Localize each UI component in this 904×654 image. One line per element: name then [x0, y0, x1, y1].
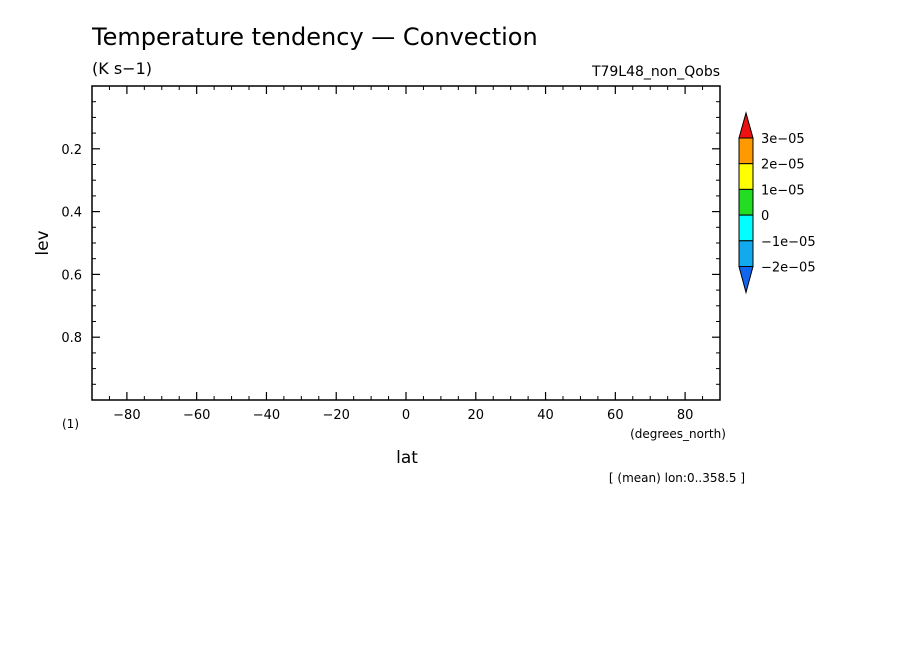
chart-title: Temperature tendency — Convection: [91, 23, 538, 51]
colorbar-box: [738, 240, 754, 268]
y-axis-units: (1): [62, 417, 79, 431]
x-tick-label: −20: [323, 408, 350, 423]
y-tick-label: 0.6: [61, 268, 82, 283]
y-axis-ticks: 0.2 0.4 0.6 0.8: [61, 143, 720, 346]
colorbar-triangle-top: [738, 111, 754, 139]
colorbar-label: 1e−05: [761, 183, 805, 198]
colorbar-label: −1e−05: [761, 235, 816, 250]
x-tick-label: 20: [468, 408, 485, 423]
colorbar-triangle-bottom: [738, 266, 754, 295]
y-tick-label: 0.4: [61, 206, 82, 221]
x-tick-label: 0: [402, 408, 410, 423]
x-tick-label: 80: [677, 408, 694, 423]
colorbar-box: [738, 137, 754, 165]
colorbar: 3e−05 2e−05 1e−05 0 −1e−05 −2e−05: [738, 111, 816, 295]
colorbar-box: [738, 214, 754, 242]
colorbar-label: −2e−05: [761, 261, 816, 276]
plot-area: [91, 85, 721, 401]
x-tick-label: 40: [537, 408, 554, 423]
chart-units: (K s−1): [92, 59, 152, 78]
x-axis-ticks: −80 −60 −40 −20 0 20 40 60 80: [113, 86, 693, 423]
x-tick-label: 60: [607, 408, 624, 423]
y-tick-label: 0.8: [61, 331, 82, 346]
x-tick-label: −60: [183, 408, 210, 423]
colorbar-box: [738, 188, 754, 216]
experiment-label: T79L48_non_Qobs: [591, 64, 720, 80]
y-axis-label: lev: [33, 230, 53, 255]
colorbar-label: 2e−05: [761, 158, 805, 173]
x-axis-label: lat: [396, 448, 418, 468]
x-axis-units: (degrees_north): [630, 427, 726, 441]
minor-ticks: [92, 86, 720, 400]
colorbar-label: 0: [761, 209, 769, 224]
footnote: [ (mean) lon:0..358.5 ]: [609, 471, 745, 485]
colorbar-label: 3e−05: [761, 132, 805, 147]
x-tick-label: −80: [113, 408, 140, 423]
colorbar-box: [738, 163, 754, 190]
y-tick-label: 0.2: [61, 143, 82, 158]
x-tick-label: −40: [253, 408, 280, 423]
